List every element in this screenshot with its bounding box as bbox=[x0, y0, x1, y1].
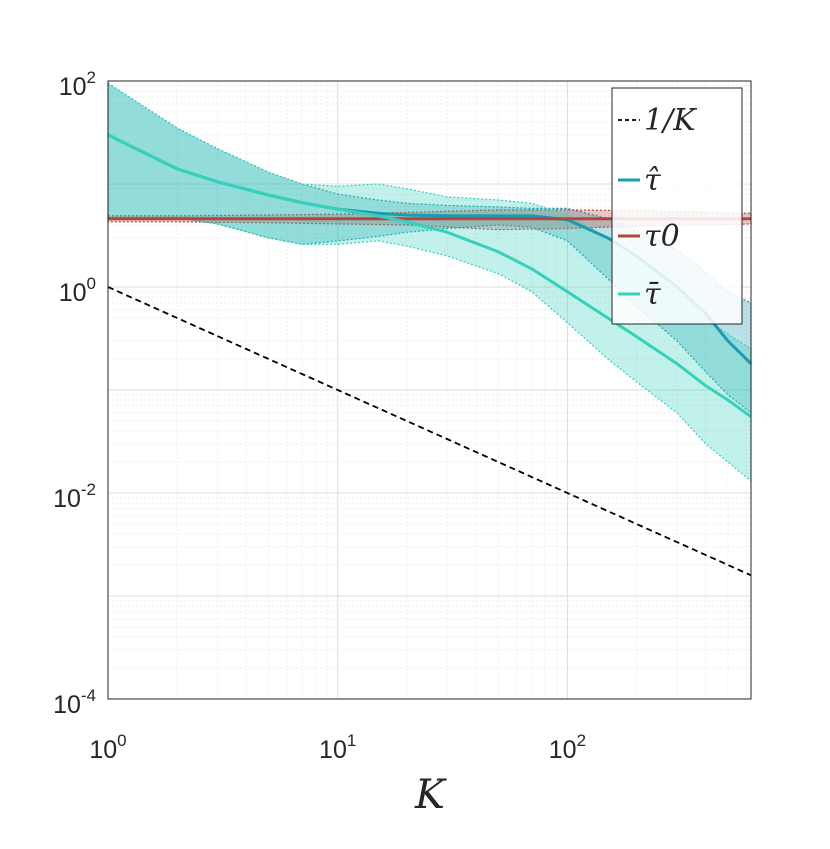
x-tick-label: 101 bbox=[319, 731, 356, 764]
legend-tau-bar-label: τ̄ bbox=[644, 277, 661, 312]
y-tick-labels: 10-4 10-2 100 102 bbox=[53, 68, 96, 719]
x-axis-label: K bbox=[414, 772, 447, 818]
x-tick-label: 102 bbox=[549, 731, 586, 764]
y-tick-label: 10-2 bbox=[53, 480, 96, 513]
legend-tau-hat-label: τ̂ bbox=[644, 163, 661, 198]
y-tick-label: 100 bbox=[59, 274, 96, 307]
legend-tau0-label: τ0 bbox=[644, 219, 680, 254]
x-tick-label: 100 bbox=[89, 731, 126, 764]
tau-bar-line bbox=[107, 133, 752, 418]
grid-lines bbox=[107, 80, 751, 700]
legend: 1/K τ̂ τ0 τ̄ bbox=[611, 87, 743, 325]
x-tick-labels: 100 101 102 bbox=[89, 731, 586, 764]
legend-box bbox=[611, 87, 743, 325]
y-tick-label: 102 bbox=[59, 68, 96, 101]
plot-frame bbox=[107, 80, 752, 700]
y-tick-label: 10-4 bbox=[53, 686, 96, 719]
one-over-k-line bbox=[107, 286, 752, 577]
legend-one-over-k-label: 1/K bbox=[644, 103, 697, 138]
